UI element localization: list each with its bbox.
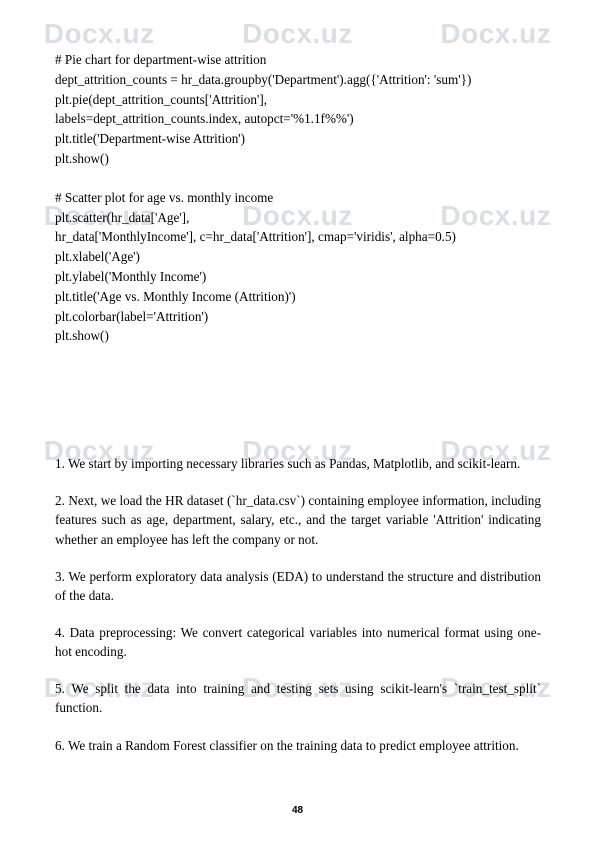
blank-line — [55, 169, 541, 188]
code-block: # Pie chart for department-wise attritio… — [55, 50, 541, 346]
code-line: plt.scatter(hr_data['Age'], — [55, 208, 541, 228]
code-line: labels=dept_attrition_counts.index, auto… — [55, 109, 541, 129]
page-number: 48 — [0, 805, 595, 816]
code-line: # Scatter plot for age vs. monthly incom… — [55, 188, 541, 208]
code-line: dept_attrition_counts = hr_data.groupby(… — [55, 70, 541, 90]
code-line: plt.title('Age vs. Monthly Income (Attri… — [55, 287, 541, 307]
code-line: plt.colorbar(label='Attrition') — [55, 307, 541, 327]
code-line: plt.xlabel('Age') — [55, 247, 541, 267]
paragraph: 3. We perform exploratory data analysis … — [55, 567, 541, 605]
code-line: # Pie chart for department-wise attritio… — [55, 50, 541, 70]
paragraph: 2. Next, we load the HR dataset (`hr_dat… — [55, 491, 541, 548]
watermark-text: Docx.uz — [242, 18, 353, 50]
page-content: # Pie chart for department-wise attritio… — [55, 50, 541, 755]
paragraph: 5. We split the data into training and t… — [55, 679, 541, 717]
watermark-row: Docx.uz Docx.uz Docx.uz — [0, 18, 595, 50]
paragraph: 6. We train a Random Forest classifier o… — [55, 736, 541, 755]
code-line: plt.ylabel('Monthly Income') — [55, 267, 541, 287]
code-line: plt.show() — [55, 149, 541, 169]
watermark-text: Docx.uz — [44, 18, 155, 50]
spacer — [55, 346, 541, 436]
paragraph: 4. Data preprocessing: We convert catego… — [55, 623, 541, 661]
code-line: plt.show() — [55, 326, 541, 346]
watermark-text: Docx.uz — [440, 18, 551, 50]
code-line: plt.title('Department-wise Attrition') — [55, 129, 541, 149]
code-line: hr_data['MonthlyIncome'], c=hr_data['Att… — [55, 227, 541, 247]
code-line: plt.pie(dept_attrition_counts['Attrition… — [55, 90, 541, 110]
paragraph: 1. We start by importing necessary libra… — [55, 454, 541, 473]
